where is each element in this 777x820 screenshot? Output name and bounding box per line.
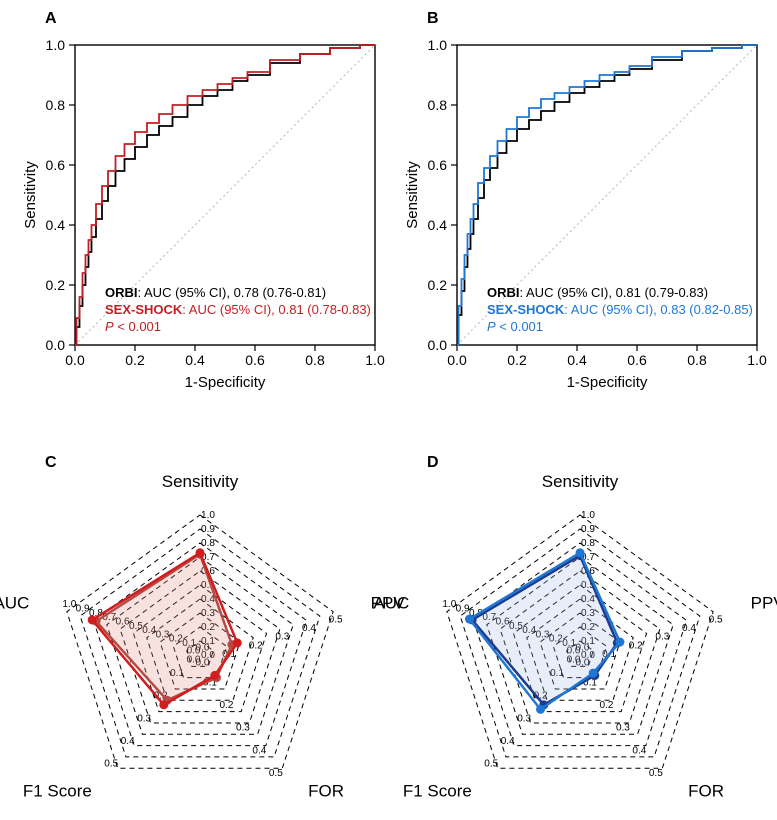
radar-dot bbox=[576, 548, 585, 557]
roc-xtick: 0.6 bbox=[627, 352, 647, 368]
radar-ring-label: 0.3 bbox=[236, 723, 250, 734]
radar-axis-label: F1 Score bbox=[403, 781, 472, 800]
radar-axis-label: F1 Score bbox=[23, 781, 92, 800]
roc-ytick: 0.4 bbox=[428, 217, 448, 233]
roc-xlabel: 1-Specificity bbox=[567, 374, 648, 391]
roc-legend-sex-shock: SEX-SHOCK: AUC (95% CI), 0.83 (0.82-0.85… bbox=[487, 302, 753, 317]
radar-ring-label: 1.0 bbox=[62, 599, 76, 610]
radar-ring-label: 0.9 bbox=[456, 603, 470, 614]
radar-dot bbox=[589, 669, 598, 678]
radar-ring-label: 0.3 bbox=[517, 713, 531, 724]
radar-ring-label: 0.4 bbox=[632, 745, 646, 756]
radar-dot bbox=[88, 615, 97, 624]
radar-ring-label: 0.5 bbox=[329, 614, 343, 625]
roc-panel-b: 0.00.0 0.2 0.2 0.4 0.4 0.6 0.6 0.8 0.8 1.0 1.0 1-Sp… bbox=[404, 37, 767, 391]
radar-dot bbox=[210, 671, 219, 680]
roc-ytick: 0.6 bbox=[428, 157, 448, 173]
radar-ring-label: 0.9 bbox=[201, 524, 215, 535]
radar-panel-c: 0.00.10.20.30.40.50.60.70.80.91.00.00.10… bbox=[0, 472, 405, 800]
radar-dot bbox=[536, 705, 545, 714]
radar-axis-label: Sensitivity bbox=[162, 472, 239, 491]
roc-pvalue: P < 0.001 bbox=[487, 319, 543, 334]
roc-xtick: 0.8 bbox=[305, 352, 325, 368]
radar-axis-label: Sensitivity bbox=[542, 472, 619, 491]
radar-ring-label: 1.0 bbox=[581, 510, 595, 521]
figure-svg: 0.00.00.20.20.40.40.60.60.80.81.01.01-Sp… bbox=[0, 0, 777, 820]
radar-dot bbox=[196, 548, 205, 557]
radar-ring-label: 0.2 bbox=[599, 700, 613, 711]
roc-legend-sex-shock: SEX-SHOCK: AUC (95% CI), 0.81 (0.78-0.83… bbox=[105, 302, 371, 317]
roc-diagonal bbox=[457, 45, 757, 345]
radar-dot bbox=[615, 638, 624, 647]
roc-xtick: 0.0 bbox=[447, 352, 467, 368]
radar-ring-label: 0.3 bbox=[655, 632, 669, 643]
radar-ring-label: 0.9 bbox=[76, 603, 90, 614]
roc-xtick: 0.6 bbox=[245, 352, 265, 368]
roc-ytick: 0.0 bbox=[428, 337, 448, 353]
roc-ytick: 0.6 bbox=[46, 157, 66, 173]
roc-ytick: 0.2 bbox=[46, 277, 66, 293]
roc-ytick: 0.8 bbox=[428, 97, 448, 113]
radar-ring-label: 0.3 bbox=[616, 723, 630, 734]
radar-ring-label: 0.4 bbox=[302, 623, 316, 634]
radar-ring-label: 1.0 bbox=[201, 510, 215, 521]
radar-ring-label: 0.3 bbox=[137, 713, 151, 724]
radar-ring-label: 0.5 bbox=[104, 759, 118, 770]
roc-xtick: 0.2 bbox=[507, 352, 527, 368]
roc-xtick: 0.4 bbox=[567, 352, 587, 368]
radar-panel-d: 0.00.10.20.30.40.50.60.70.80.91.00.00.10… bbox=[373, 472, 777, 800]
radar-ring-label: 0.5 bbox=[649, 768, 663, 779]
radar-ring-label: 0.3 bbox=[275, 632, 289, 643]
radar-ring-label: 0.2 bbox=[629, 640, 643, 651]
radar-ring-label: 0.2 bbox=[249, 640, 263, 651]
roc-ytick: 0.4 bbox=[46, 217, 66, 233]
radar-ring-label: 0.9 bbox=[581, 524, 595, 535]
roc-xtick: 0.4 bbox=[185, 352, 205, 368]
roc-ytick: 0.0 bbox=[46, 337, 66, 353]
radar-ring-label: 0.4 bbox=[121, 736, 135, 747]
roc-ytick: 1.0 bbox=[46, 37, 66, 53]
radar-axis-label: FOR bbox=[308, 781, 344, 800]
roc-pvalue: P < 0.001 bbox=[105, 319, 161, 334]
radar-ring-label: 0.5 bbox=[269, 768, 283, 779]
radar-ring-label: 1.0 bbox=[442, 599, 456, 610]
roc-xtick: 0.8 bbox=[687, 352, 707, 368]
roc-ylabel: Sensitivity bbox=[22, 161, 39, 229]
radar-axis-label: PPV bbox=[751, 594, 777, 613]
roc-legend-orbi: ORBI: AUC (95% CI), 0.81 (0.79-0.83) bbox=[487, 285, 708, 300]
roc-ylabel: Sensitivity bbox=[404, 161, 421, 229]
radar-ring-label: 0.4 bbox=[682, 623, 696, 634]
roc-ytick: 0.8 bbox=[46, 97, 66, 113]
roc-ytick: 0.2 bbox=[428, 277, 448, 293]
radar-ring-label: 0.8 bbox=[581, 538, 595, 549]
radar-dot bbox=[159, 700, 168, 709]
radar-ring-label: 0.4 bbox=[501, 736, 515, 747]
roc-xtick: 0.2 bbox=[125, 352, 145, 368]
radar-ring-label: 0.8 bbox=[201, 538, 215, 549]
roc-legend-orbi: ORBI: AUC (95% CI), 0.78 (0.76-0.81) bbox=[105, 285, 326, 300]
roc-xlabel: 1-Specificity bbox=[185, 374, 266, 391]
roc-panel-a: 0.00.0 0.2 0.2 0.4 0.4 0.6 0.6 0.8 0.8 1.0 1.0 1-Sp… bbox=[22, 37, 385, 391]
figure-root: A B C D 0.00.00.20.20.40.40.60.60.80.81.… bbox=[0, 0, 777, 820]
radar-axis-label: FOR bbox=[688, 781, 724, 800]
radar-axis-label: AUC bbox=[373, 594, 409, 613]
radar-dot bbox=[233, 638, 242, 647]
radar-axis-label: AUC bbox=[0, 594, 29, 613]
radar-ring-label: 0.5 bbox=[484, 759, 498, 770]
radar-ring-label: 0.5 bbox=[709, 614, 723, 625]
roc-xtick: 0.0 bbox=[65, 352, 85, 368]
radar-ring-label: 0.4 bbox=[252, 745, 266, 756]
radar-dot bbox=[465, 615, 474, 624]
radar-ring-label: 0.2 bbox=[219, 700, 233, 711]
roc-xtick: 1.0 bbox=[747, 352, 767, 368]
roc-xtick: 1.0 bbox=[365, 352, 385, 368]
roc-ytick: 1.0 bbox=[428, 37, 448, 53]
